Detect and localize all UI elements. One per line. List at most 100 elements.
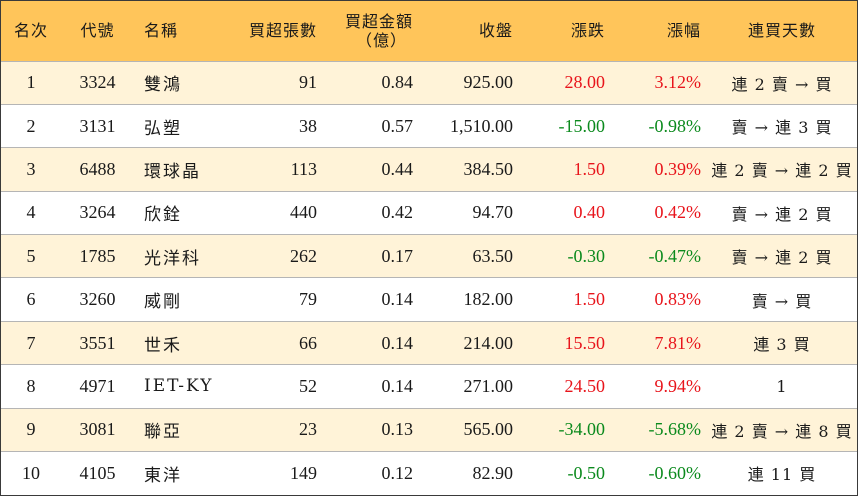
cell-change-pct: 0.42% xyxy=(654,202,702,223)
cell-change-pct: 9.94% xyxy=(654,375,702,396)
cell-streak: 賣 → 連 2 買 xyxy=(731,248,833,268)
header-close: 收盤 xyxy=(478,21,513,41)
table-row: 4 3264 欣銓 440 0.42 94.70 0.40 0.42% 賣 → … xyxy=(1,191,857,235)
header-name: 名稱 xyxy=(144,21,179,41)
cell-close: 1,510.00 xyxy=(450,115,513,136)
cell-name: 光洋科 xyxy=(144,248,201,269)
cell-code: 6488 xyxy=(79,158,116,179)
header-net-buy-amount: 買超金額 （億） xyxy=(321,1,417,61)
cell-rank: 6 xyxy=(26,289,36,310)
cell-rank: 10 xyxy=(22,462,40,483)
cell-close: 94.70 xyxy=(472,202,514,223)
cell-rank: 3 xyxy=(26,158,36,179)
cell-change-pct: -0.47% xyxy=(648,245,702,266)
cell-close: 82.90 xyxy=(472,462,514,483)
cell-net-buy-lots: 79 xyxy=(299,289,317,310)
cell-change: -34.00 xyxy=(558,419,606,440)
cell-change: 1.50 xyxy=(573,158,606,179)
cell-name: 威剛 xyxy=(144,292,182,313)
cell-name: 世禾 xyxy=(144,335,182,356)
cell-net-buy-amount: 0.57 xyxy=(381,115,414,136)
cell-code: 1785 xyxy=(79,245,116,266)
cell-net-buy-lots: 149 xyxy=(290,462,317,483)
cell-close: 63.50 xyxy=(472,245,514,266)
cell-rank: 8 xyxy=(26,375,36,396)
cell-change-pct: -0.98% xyxy=(648,115,702,136)
cell-net-buy-amount: 0.42 xyxy=(381,202,414,223)
cell-close: 925.00 xyxy=(463,72,514,93)
cell-streak: 連 3 買 xyxy=(753,335,811,355)
table-row: 1 3324 雙鴻 91 0.84 925.00 28.00 3.12% 連 2… xyxy=(1,61,857,105)
cell-change: 24.50 xyxy=(564,375,606,396)
cell-change: 28.00 xyxy=(564,72,606,93)
cell-net-buy-lots: 262 xyxy=(290,245,317,266)
table-row: 2 3131 弘塑 38 0.57 1,510.00 -15.00 -0.98%… xyxy=(1,104,857,148)
cell-code: 3324 xyxy=(79,72,116,93)
cell-net-buy-amount: 0.14 xyxy=(381,332,414,353)
cell-rank: 1 xyxy=(26,72,36,93)
cell-change: 1.50 xyxy=(573,289,606,310)
table-row: 8 4971 IET-KY 52 0.14 271.00 24.50 9.94%… xyxy=(1,364,857,409)
cell-net-buy-lots: 440 xyxy=(290,202,317,223)
cell-streak: 1 xyxy=(776,376,788,396)
table-body: 1 3324 雙鴻 91 0.84 925.00 28.00 3.12% 連 2… xyxy=(1,61,857,495)
cell-change-pct: 7.81% xyxy=(654,332,702,353)
cell-net-buy-amount: 0.44 xyxy=(381,158,414,179)
cell-code: 4971 xyxy=(79,375,116,396)
cell-rank: 5 xyxy=(26,245,36,266)
header-code: 代號 xyxy=(80,21,115,41)
cell-code: 4105 xyxy=(79,462,116,483)
cell-streak: 賣 → 連 3 買 xyxy=(731,118,833,138)
cell-change: -0.50 xyxy=(567,462,606,483)
header-rank: 名次 xyxy=(13,21,48,41)
cell-net-buy-lots: 66 xyxy=(299,332,317,353)
cell-net-buy-lots: 23 xyxy=(299,419,317,440)
cell-change-pct: 0.39% xyxy=(654,158,702,179)
cell-name: 弘塑 xyxy=(144,118,182,139)
cell-change-pct: 3.12% xyxy=(654,72,702,93)
header-net-buy-lots: 買超張數 xyxy=(248,21,317,41)
cell-name: 欣銓 xyxy=(144,205,182,226)
cell-rank: 7 xyxy=(26,332,36,353)
table-row: 9 3081 聯亞 23 0.13 565.00 -34.00 -5.68% 連… xyxy=(1,408,857,452)
cell-change-pct: -5.68% xyxy=(648,419,702,440)
cell-change: 15.50 xyxy=(564,332,606,353)
cell-code: 3551 xyxy=(79,332,116,353)
cell-rank: 4 xyxy=(26,202,36,223)
header-net-buy-amount-line2: （億） xyxy=(355,30,407,50)
cell-name: 環球晶 xyxy=(144,161,201,182)
table-row: 5 1785 光洋科 262 0.17 63.50 -0.30 -0.47% 賣… xyxy=(1,234,857,278)
cell-code: 3131 xyxy=(79,115,116,136)
table-header: 名次 代號 名稱 買超張數 買超金額 （億） 收盤 漲跌 漲幅 連買天數 xyxy=(1,1,857,61)
table-row: 6 3260 威剛 79 0.14 182.00 1.50 0.83% 賣 → … xyxy=(1,277,857,322)
cell-net-buy-lots: 38 xyxy=(299,115,317,136)
table-row: 7 3551 世禾 66 0.14 214.00 15.50 7.81% 連 3… xyxy=(1,321,857,365)
cell-net-buy-lots: 113 xyxy=(290,158,317,179)
cell-code: 3081 xyxy=(79,419,116,440)
cell-close: 271.00 xyxy=(463,375,514,396)
cell-change: -0.30 xyxy=(567,245,606,266)
cell-close: 214.00 xyxy=(463,332,514,353)
cell-net-buy-lots: 91 xyxy=(299,72,317,93)
cell-rank: 9 xyxy=(26,419,36,440)
cell-streak: 連 2 賣 → 連 2 買 xyxy=(711,161,853,181)
table-row: 10 4105 東洋 149 0.12 82.90 -0.50 -0.60% 連… xyxy=(1,451,857,495)
header-row: 名次 代號 名稱 買超張數 買超金額 （億） 收盤 漲跌 漲幅 連買天數 xyxy=(1,1,857,61)
cell-streak: 賣 → 連 2 買 xyxy=(731,204,833,224)
cell-net-buy-amount: 0.14 xyxy=(381,375,414,396)
cell-change-pct: 0.83% xyxy=(654,289,702,310)
cell-streak: 賣 → 買 xyxy=(751,291,813,311)
cell-net-buy-amount: 0.14 xyxy=(381,289,414,310)
header-change: 漲跌 xyxy=(570,21,605,41)
cell-change: 0.40 xyxy=(573,202,606,223)
header-streak: 連買天數 xyxy=(747,21,816,41)
table-row: 3 6488 環球晶 113 0.44 384.50 1.50 0.39% 連 … xyxy=(1,147,857,192)
cell-close: 384.50 xyxy=(463,158,514,179)
cell-name: 東洋 xyxy=(144,465,182,486)
cell-net-buy-lots: 52 xyxy=(299,375,317,396)
cell-close: 565.00 xyxy=(463,419,514,440)
cell-change-pct: -0.60% xyxy=(648,462,702,483)
cell-code: 3260 xyxy=(79,289,116,310)
